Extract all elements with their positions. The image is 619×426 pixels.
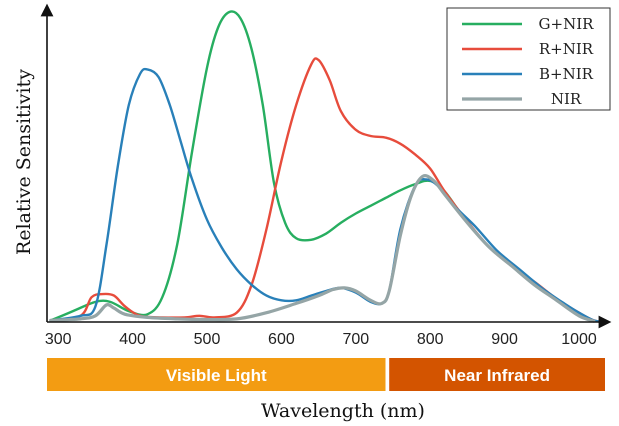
x-tick-label: 400	[119, 331, 146, 348]
legend-label: NIR	[551, 90, 582, 108]
legend: G+NIR R+NIR B+NIR NIR	[446, 7, 611, 111]
x-axis-title: Wavelength (nm)	[261, 400, 425, 422]
legend-label: B+NIR	[539, 65, 594, 83]
x-tick-label: 300	[45, 331, 72, 348]
x-tick-label: 700	[342, 331, 369, 348]
x-tick-labels: 300 400 500 600 700 800 900 1000	[45, 331, 597, 348]
y-axis-title: Relative Sensitivity	[13, 69, 35, 255]
band-near-infrared	[389, 358, 605, 391]
band-label: Visible Light	[166, 366, 267, 385]
x-tick-label: 800	[417, 331, 444, 348]
band-label: Near Infrared	[444, 366, 550, 385]
x-tick-label: 600	[268, 331, 295, 348]
x-tick-label: 500	[194, 331, 221, 348]
legend-label: R+NIR	[539, 40, 594, 58]
legend-label: G+NIR	[539, 15, 595, 33]
series-line-nir	[49, 174, 596, 323]
x-tick-label: 1000	[561, 331, 597, 348]
band-visible-light	[47, 358, 386, 391]
spectrum-bands: Visible Light Near Infrared	[47, 358, 605, 391]
series-line-b-nir	[49, 67, 607, 324]
x-tick-label: 900	[491, 331, 518, 348]
series-lines	[49, 10, 607, 324]
